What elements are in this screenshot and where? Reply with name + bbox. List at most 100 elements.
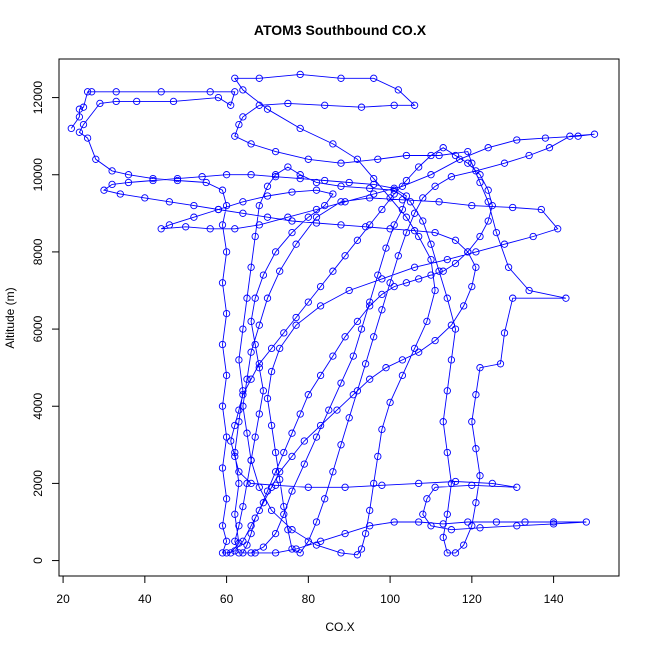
data-point <box>231 132 239 140</box>
data-point <box>464 159 472 167</box>
data-point <box>288 526 296 534</box>
data-point <box>353 551 362 559</box>
data-point <box>337 549 345 557</box>
data-point <box>222 495 231 503</box>
data-point <box>247 317 255 326</box>
data-point <box>312 186 321 194</box>
data-point <box>267 344 276 353</box>
data-point <box>337 198 345 206</box>
data-point <box>439 144 447 152</box>
data-point <box>370 174 378 183</box>
data-point <box>484 217 492 225</box>
data-point <box>366 302 374 310</box>
data-point <box>451 236 460 244</box>
data-point <box>218 221 227 229</box>
data-point <box>427 522 435 530</box>
data-point <box>521 518 529 526</box>
data-point <box>239 549 247 557</box>
data-point <box>251 294 259 302</box>
data-point <box>296 171 304 179</box>
data-point <box>247 456 255 464</box>
data-point <box>402 192 411 200</box>
data-point <box>271 468 280 476</box>
data-point <box>468 481 476 489</box>
data-point <box>443 294 451 302</box>
y-tick-label: 6000 <box>31 315 45 342</box>
data-point <box>173 176 182 185</box>
data-point <box>316 302 325 310</box>
y-tick-label: 0 <box>31 557 45 564</box>
data-point <box>276 267 284 275</box>
x-tick-label: 60 <box>220 592 234 606</box>
data-point <box>202 178 210 187</box>
data-point <box>243 294 251 302</box>
x-tick-label: 120 <box>462 592 482 606</box>
data-point <box>394 252 402 260</box>
data-point <box>366 194 374 202</box>
data-point <box>370 180 378 189</box>
data-point <box>222 248 231 256</box>
data-point <box>312 219 321 227</box>
data-point <box>345 414 353 422</box>
data-point <box>255 483 263 491</box>
data-point <box>443 255 451 264</box>
data-point <box>222 371 231 380</box>
data-point <box>222 549 231 557</box>
data-point <box>484 144 492 152</box>
data-point <box>222 433 231 441</box>
data-point <box>316 421 325 430</box>
data-point <box>190 201 198 210</box>
data-point <box>410 263 419 271</box>
data-point <box>141 194 149 202</box>
data-point <box>337 182 345 190</box>
data-point <box>439 520 447 528</box>
data-point <box>374 452 382 461</box>
data-point <box>349 352 357 360</box>
data-point <box>280 448 288 457</box>
data-point <box>410 227 419 235</box>
data-point <box>500 240 509 248</box>
data-point <box>243 541 251 549</box>
data-point <box>231 74 239 82</box>
data-point <box>419 510 427 518</box>
data-point <box>476 472 484 480</box>
data-point <box>398 205 407 214</box>
data-point <box>276 468 284 476</box>
data-point <box>545 144 554 152</box>
data-point <box>337 441 345 449</box>
data-point <box>239 209 247 217</box>
data-point <box>329 140 337 148</box>
y-axis: 0 2000 4000 6000 8000 10000 12000 <box>31 81 60 564</box>
data-point <box>562 294 570 302</box>
data-point <box>582 518 590 526</box>
data-point <box>235 522 243 530</box>
data-point <box>124 171 133 179</box>
data-point <box>235 468 243 476</box>
data-point <box>341 252 349 260</box>
data-point <box>427 255 435 264</box>
data-point <box>235 406 243 414</box>
data-point <box>75 128 84 136</box>
data-point <box>390 101 398 109</box>
data-point <box>476 178 484 187</box>
data-point <box>370 74 378 82</box>
data-point <box>292 240 300 248</box>
data-point <box>451 151 460 160</box>
data-point <box>227 437 235 445</box>
plot-frame <box>58 58 620 577</box>
data-point <box>427 271 435 279</box>
data-point <box>218 549 227 557</box>
data-point <box>509 203 517 212</box>
data-point <box>88 88 96 96</box>
data-point <box>165 198 174 206</box>
data-point <box>296 410 304 418</box>
data-point <box>218 464 227 472</box>
data-point <box>443 448 451 457</box>
data-point <box>398 371 407 380</box>
data-point <box>300 460 308 468</box>
data-point <box>284 213 292 221</box>
data-point <box>390 190 398 198</box>
y-tick-label: 4000 <box>31 393 45 420</box>
data-point <box>378 205 386 214</box>
data-point <box>468 282 476 291</box>
